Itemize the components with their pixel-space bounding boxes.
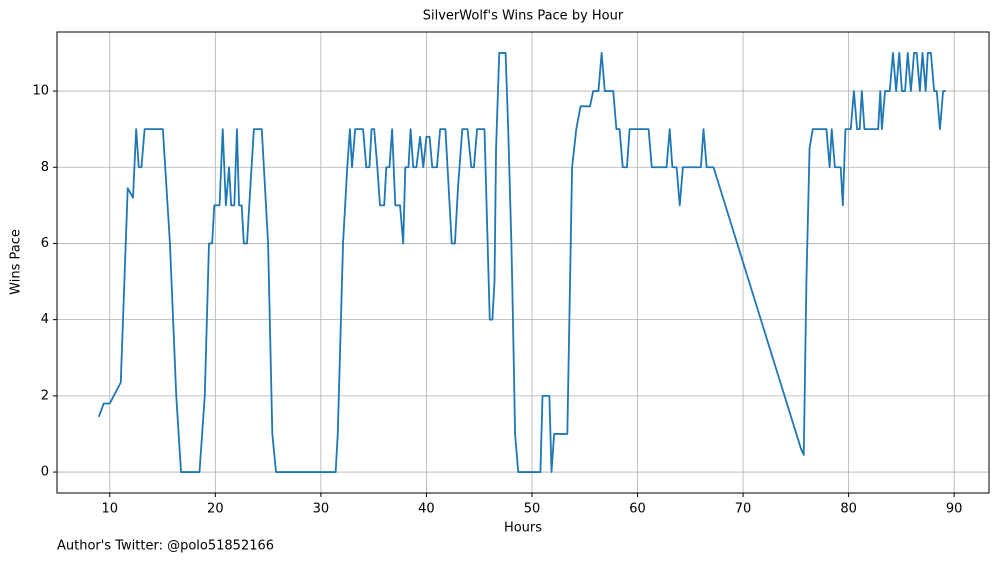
y-tick-label: 4 — [41, 312, 49, 327]
x-tick-label: 50 — [524, 502, 541, 517]
plot-frame — [56, 31, 990, 494]
x-tick-label: 60 — [629, 502, 646, 517]
x-tick-label: 80 — [840, 502, 857, 517]
data-line — [97, 52, 946, 473]
y-tick-label: 0 — [41, 465, 49, 480]
chart-title: SilverWolf's Wins Pace by Hour — [423, 9, 624, 24]
x-axis-label: Hours — [504, 521, 542, 536]
x-tick-label: 70 — [735, 502, 752, 517]
y-axis-label: Wins Pace — [9, 229, 24, 295]
x-tick-label: 40 — [418, 502, 435, 517]
y-tick-label: 10 — [32, 84, 49, 99]
x-tick-label: 10 — [102, 502, 119, 517]
y-tick-label: 2 — [41, 388, 49, 403]
y-tick-label: 8 — [41, 160, 49, 175]
footnote: Author's Twitter: @polo51852166 — [57, 539, 274, 554]
x-tick-label: 20 — [207, 502, 224, 517]
x-tick-label: 30 — [313, 502, 330, 517]
x-tick-label: 90 — [946, 502, 963, 517]
y-tick-label: 6 — [41, 236, 49, 251]
